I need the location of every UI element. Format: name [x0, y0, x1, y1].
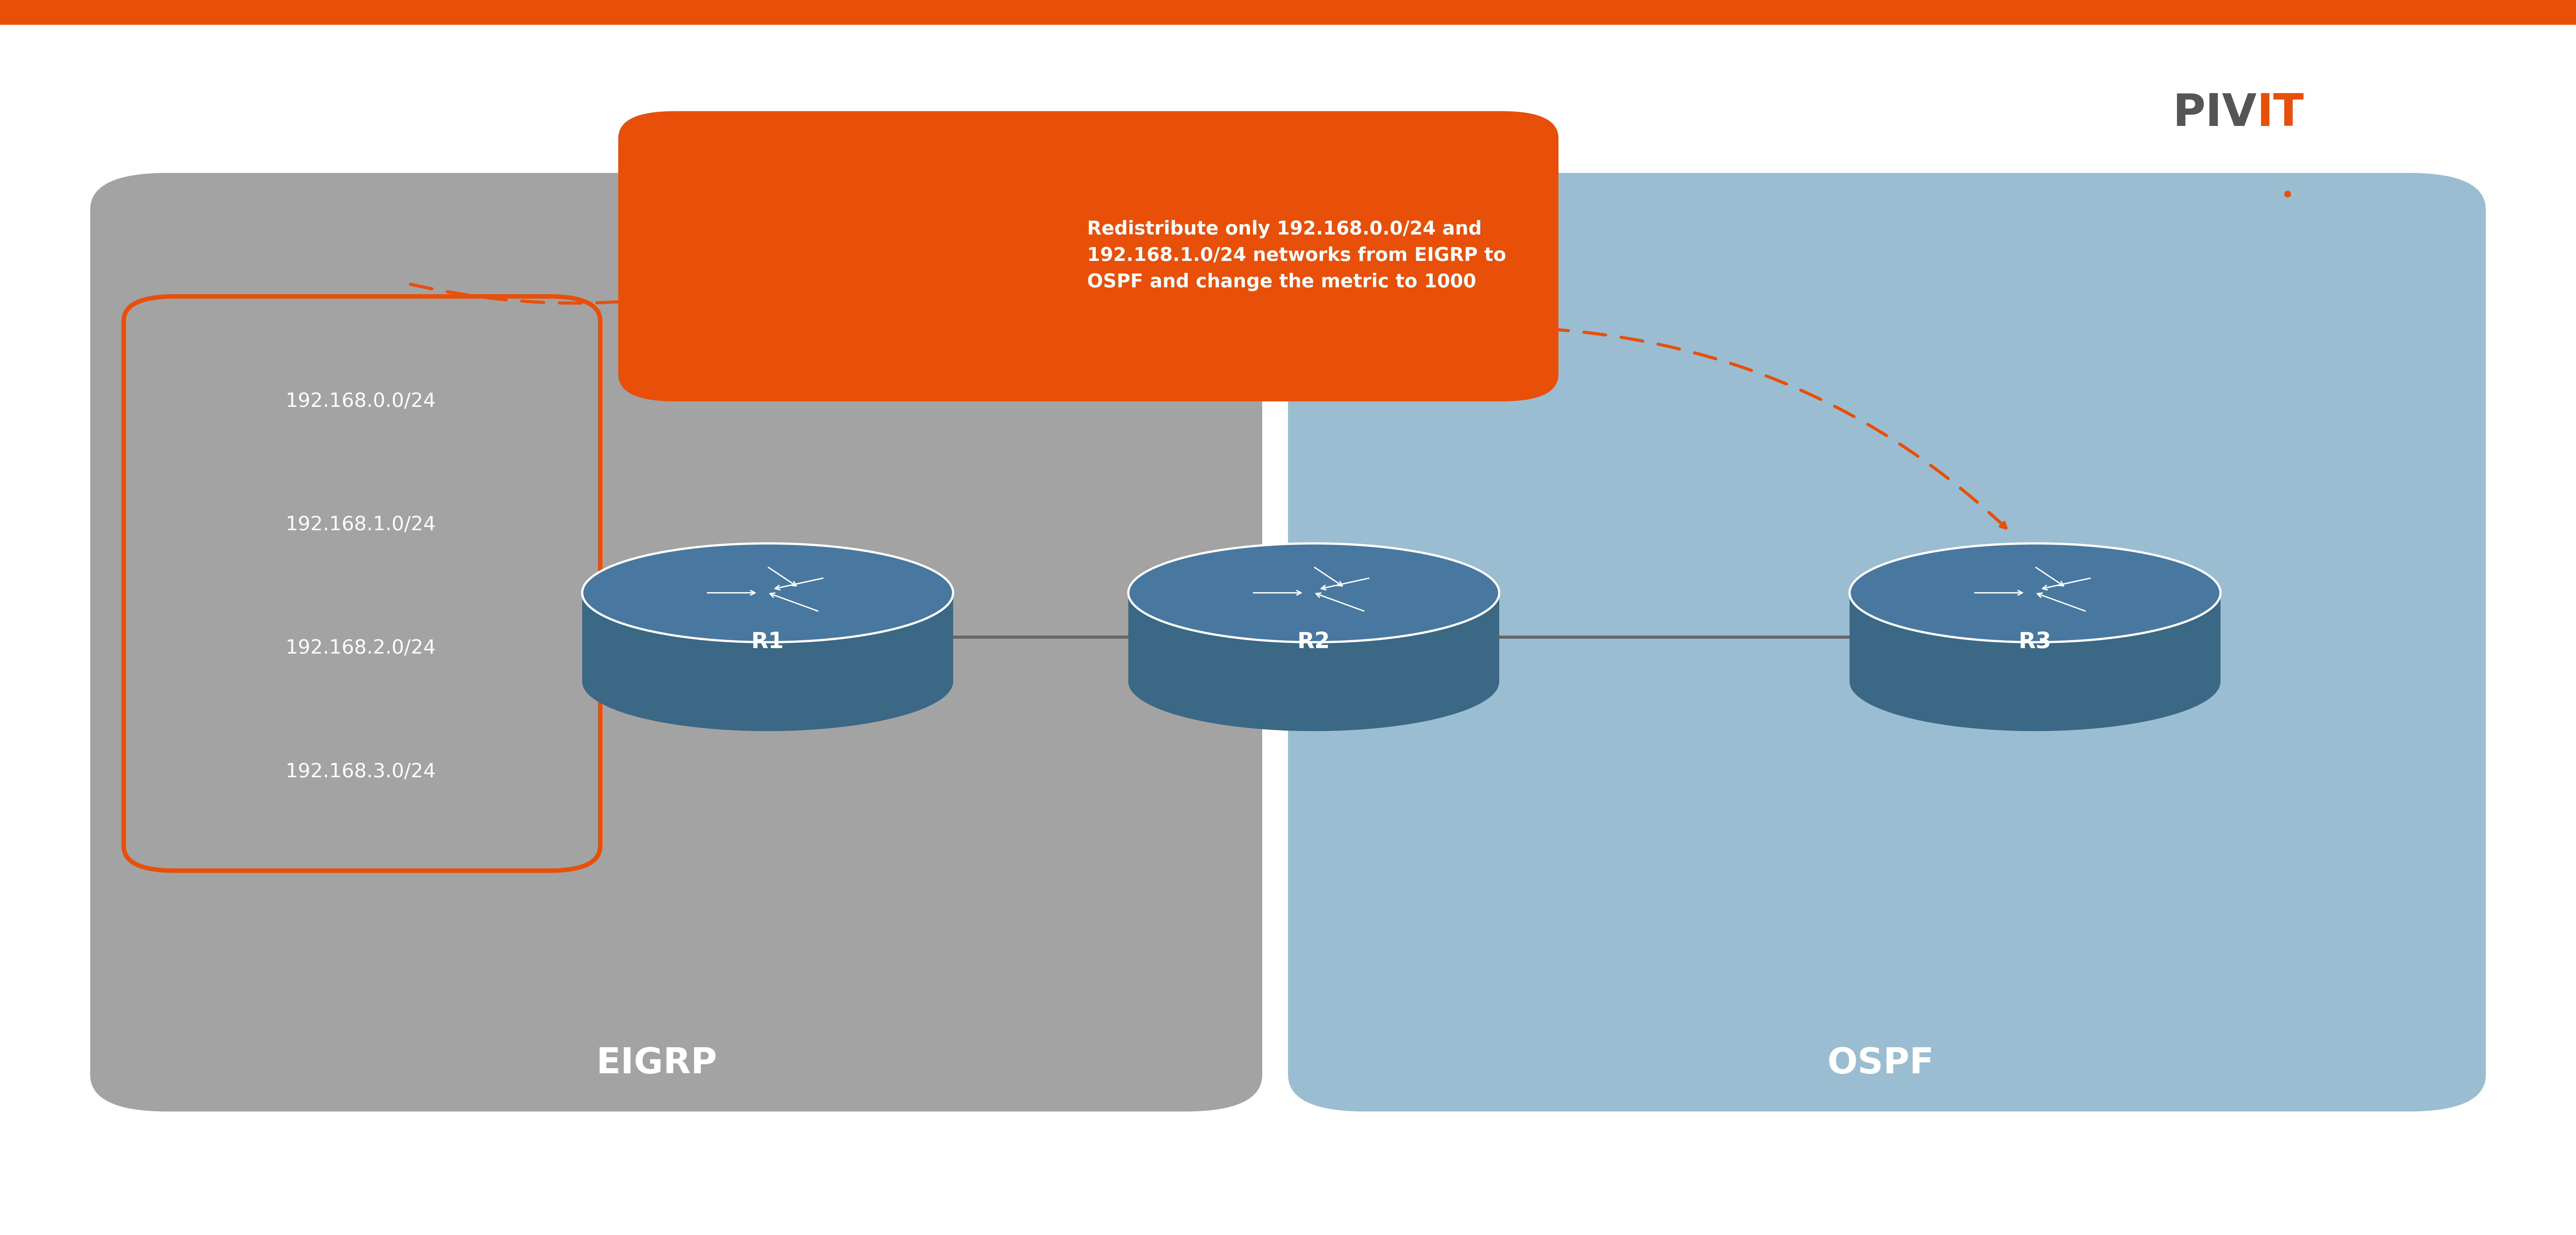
- Text: R3: R3: [2020, 631, 2050, 652]
- Ellipse shape: [1128, 632, 1499, 731]
- Ellipse shape: [1128, 543, 1499, 642]
- Text: 192.168.3.0/24: 192.168.3.0/24: [286, 762, 435, 782]
- Ellipse shape: [582, 632, 953, 731]
- FancyBboxPatch shape: [618, 111, 1558, 401]
- Bar: [0, 0, 2576, 25]
- FancyBboxPatch shape: [90, 173, 1262, 1112]
- Text: OSPF: OSPF: [1826, 1046, 1935, 1081]
- Text: IT: IT: [2257, 91, 2303, 136]
- Text: R1: R1: [752, 631, 783, 652]
- Bar: [1850, 593, 2221, 682]
- Text: 192.168.0.0/24: 192.168.0.0/24: [286, 391, 435, 411]
- Ellipse shape: [1850, 543, 2221, 642]
- Bar: [1128, 593, 1499, 682]
- Text: 192.168.1.0/24: 192.168.1.0/24: [286, 515, 435, 535]
- Text: EIGRP: EIGRP: [598, 1046, 716, 1081]
- Text: Redistribute only 192.168.0.0/24 and
192.168.1.0/24 networks from EIGRP to
OSPF : Redistribute only 192.168.0.0/24 and 192…: [1087, 220, 1507, 291]
- Text: 192.168.2.0/24: 192.168.2.0/24: [286, 638, 435, 658]
- FancyBboxPatch shape: [1288, 173, 2486, 1112]
- Text: PIV: PIV: [2172, 91, 2257, 136]
- Bar: [582, 593, 953, 682]
- Ellipse shape: [582, 543, 953, 642]
- Text: R2: R2: [1298, 631, 1329, 652]
- Ellipse shape: [1850, 632, 2221, 731]
